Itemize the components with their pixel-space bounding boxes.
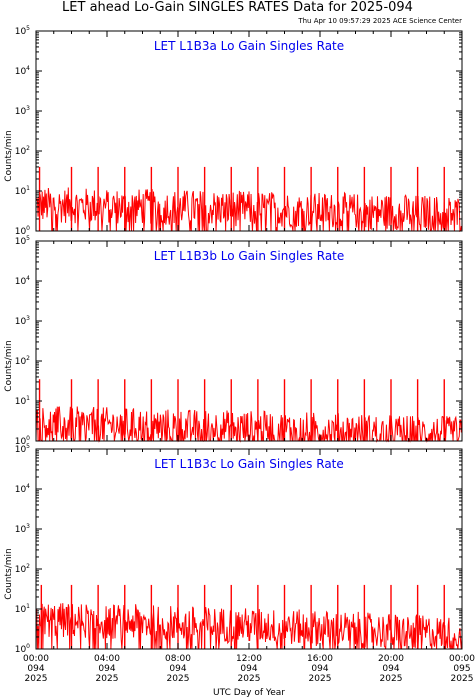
y-tick-label: 103 — [15, 523, 30, 535]
x-tick-label: 2025 — [380, 674, 403, 684]
x-tick-label: 2025 — [167, 674, 190, 684]
page-title: LET ahead Lo-Gain SINGLES RATES Data for… — [62, 0, 413, 15]
series-line-1 — [35, 187, 463, 233]
y-tick-label: 101 — [15, 395, 30, 407]
x-tick-label: 2025 — [96, 674, 119, 684]
x-tick-label: 2025 — [25, 674, 48, 684]
x-tick-label: 094 — [240, 664, 257, 674]
y-tick-label: 101 — [15, 603, 30, 615]
y-tick-label: 100 — [15, 435, 30, 447]
plot-frame — [35, 240, 463, 442]
y-tick-label: 100 — [15, 643, 30, 655]
y-tick-label: 104 — [15, 275, 30, 287]
y-axis-label: Counts/min — [4, 340, 14, 391]
plot-frame — [35, 448, 463, 650]
panel-title: LET L1B3a Lo Gain Singles Rate — [154, 39, 344, 53]
x-tick-label: 20:00 — [378, 654, 404, 664]
x-tick-label: 2025 — [238, 674, 261, 684]
x-tick-label: 094 — [169, 664, 186, 674]
y-tick-label: 100 — [15, 225, 30, 237]
y-tick-label: 103 — [15, 315, 30, 327]
panel-title: LET L1B3c Lo Gain Singles Rate — [154, 457, 344, 471]
y-tick-label: 102 — [15, 355, 30, 367]
x-tick-label: 2025 — [309, 674, 332, 684]
x-tick-label: 12:00 — [236, 654, 262, 664]
x-tick-label: 04:00 — [94, 654, 120, 664]
x-tick-label: 2025 — [451, 674, 474, 684]
panel-1: 100 101 102 103 104 105 LET L1B3a Lo Gain Sing… — [4, 25, 463, 237]
y-tick-label: 103 — [15, 105, 30, 117]
series-line-3 — [35, 603, 463, 650]
generated-timestamp: Thu Apr 10 09:57:29 2025 ACE Science Cen… — [298, 17, 462, 25]
y-tick-label: 102 — [15, 145, 30, 157]
panel-3: 100 101 102 103 104 105 LET L1B3c Lo Gain Sing… — [4, 443, 463, 655]
y-tick-label: 105 — [15, 235, 30, 247]
y-tick-label: 102 — [15, 563, 30, 575]
x-tick-label: 094 — [98, 664, 115, 674]
y-tick-label: 105 — [15, 25, 30, 37]
x-tick-label: 094 — [311, 664, 328, 674]
y-tick-label: 104 — [15, 65, 30, 77]
x-tick-label: 094 — [382, 664, 399, 674]
y-tick-label: 101 — [15, 185, 30, 197]
x-tick-label: 00:00 — [23, 654, 49, 664]
y-tick-label: 104 — [15, 483, 30, 495]
panel-2: 100 101 102 103 104 105 LET L1B3b Lo Gain Sing… — [4, 235, 463, 447]
x-tick-label: 16:00 — [307, 654, 333, 664]
panel-title: LET L1B3b Lo Gain Singles Rate — [154, 249, 345, 263]
y-axis-label: Counts/min — [4, 548, 14, 599]
y-axis-label: Counts/min — [4, 130, 14, 181]
y-tick-label: 105 — [15, 443, 30, 455]
x-tick-label: 08:00 — [165, 654, 191, 664]
x-tick-label: 095 — [453, 664, 470, 674]
x-axis-label: UTC Day of Year — [213, 688, 285, 698]
x-tick-label: 00:00 — [449, 654, 475, 664]
x-tick-label: 094 — [27, 664, 44, 674]
